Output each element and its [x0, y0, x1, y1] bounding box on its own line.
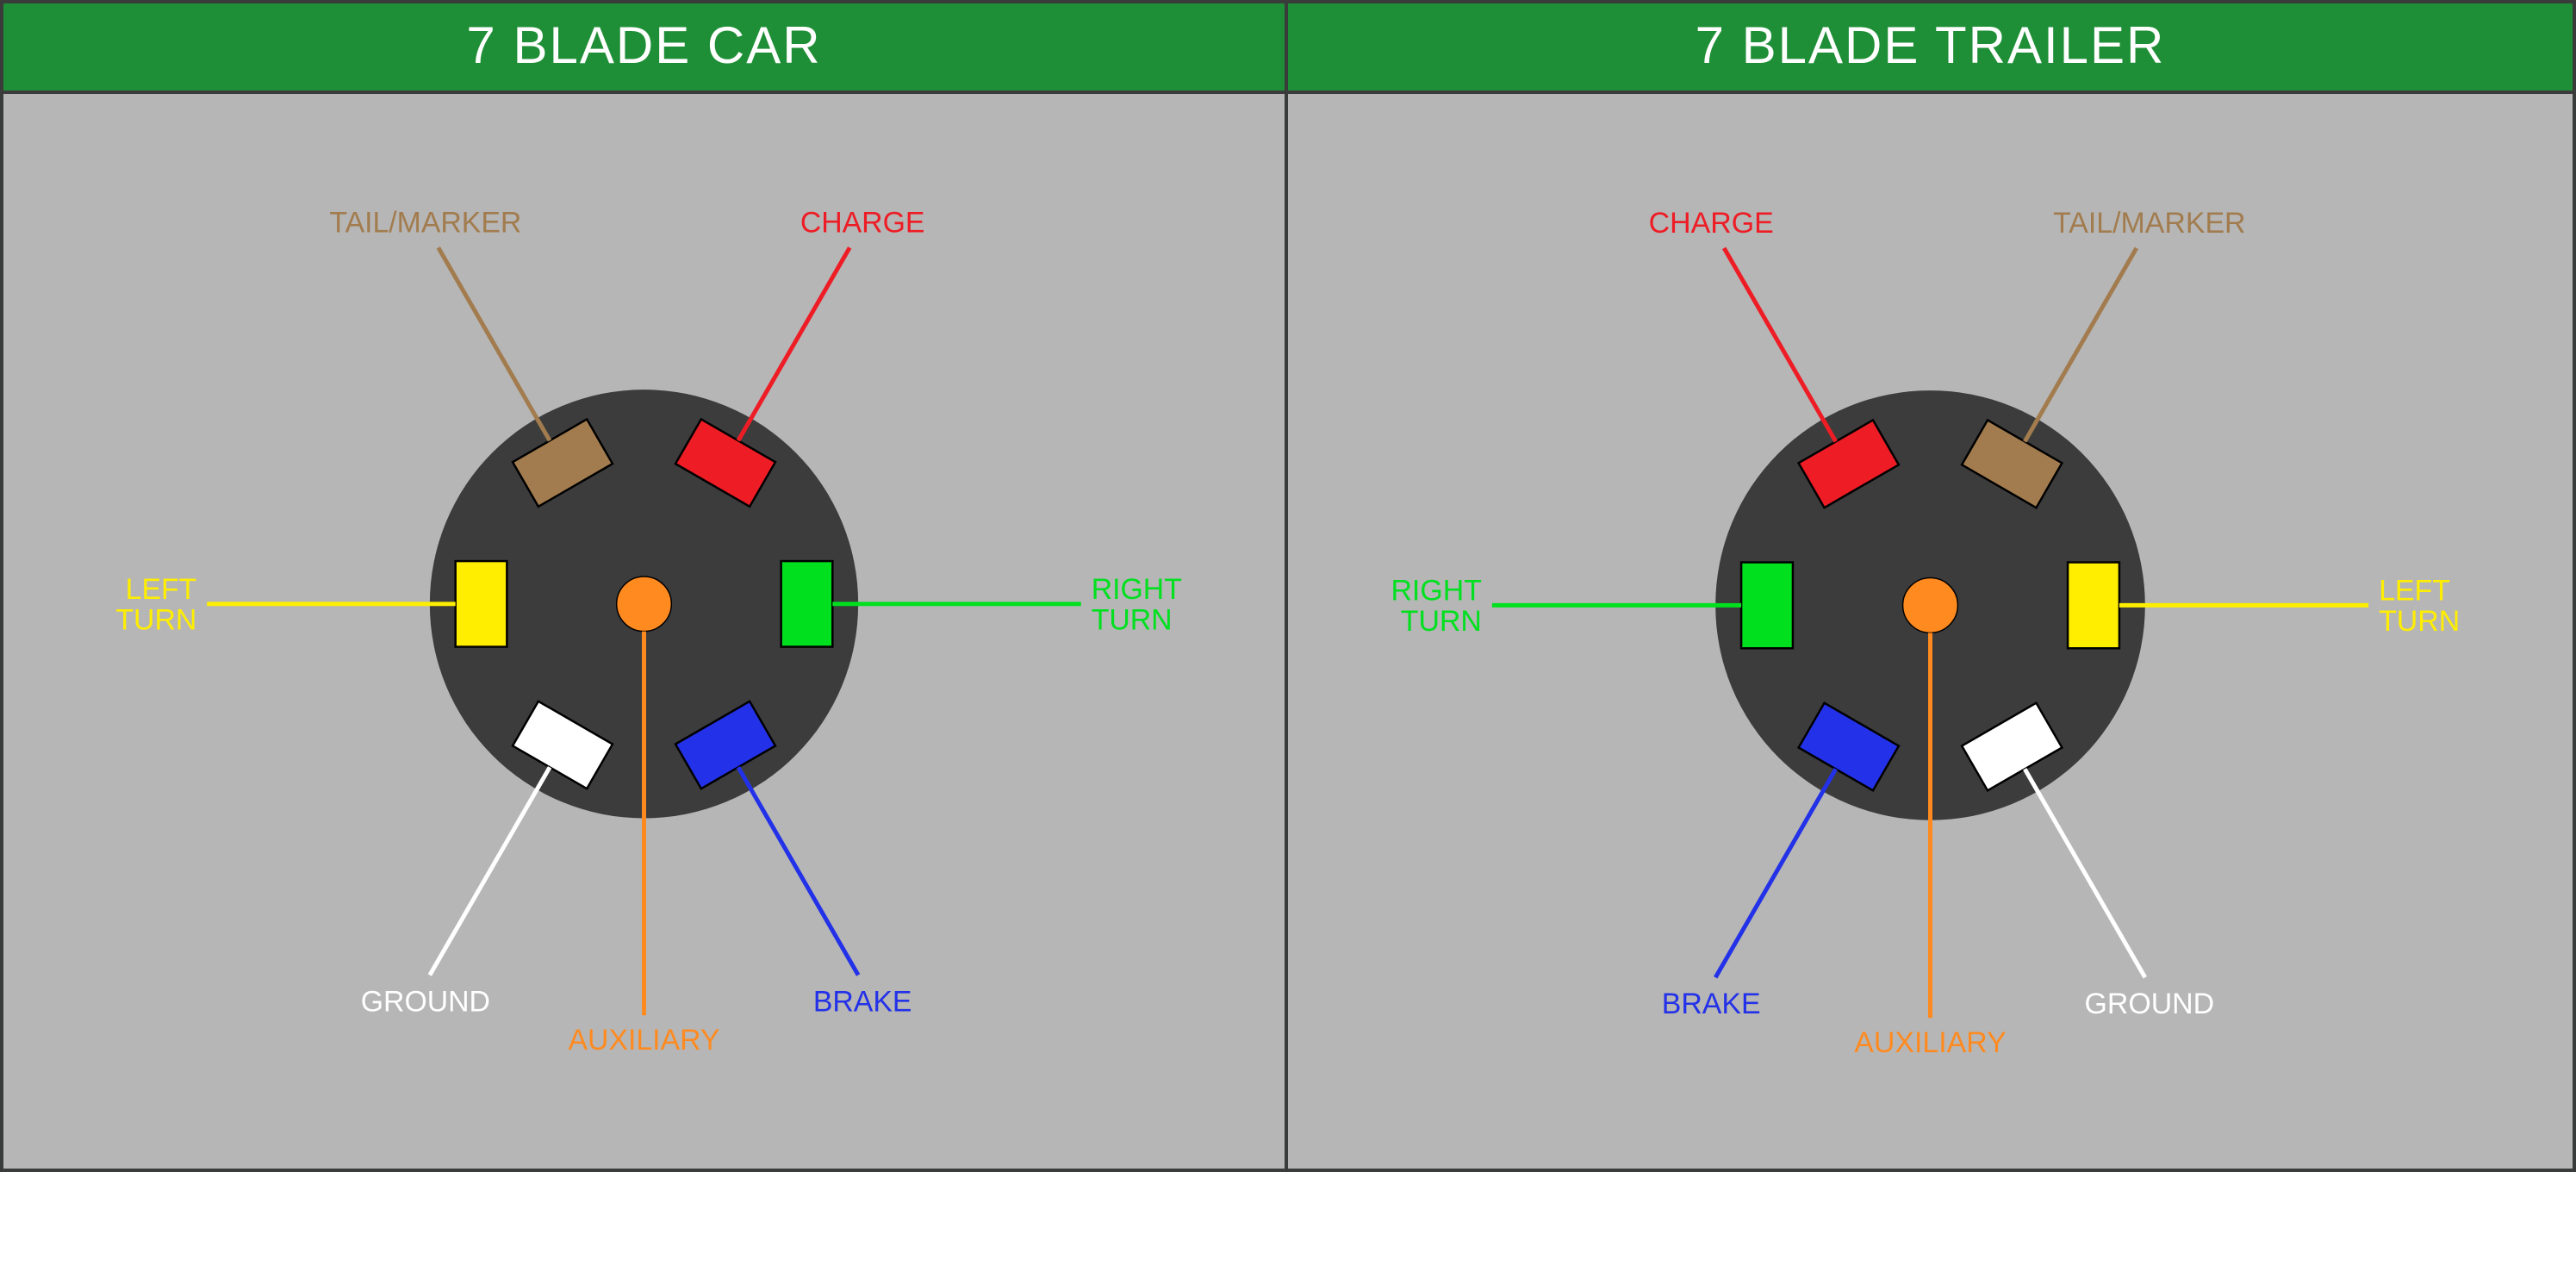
label-ground: GROUND [2085, 988, 2215, 1020]
connector-trailer: AUXILIARY TAIL/MARKER CHARGE RIGHTTURN BRAKE… [1288, 94, 2573, 1169]
connector-car: AUXILIARY TAIL/MARKER CHARGE RIGHTTURN BRAKE… [3, 94, 1285, 1165]
label-right_turn: RIGHTTURN [1092, 573, 1182, 637]
label-auxiliary: AUXILIARY [569, 1024, 720, 1057]
blade-right_turn [781, 561, 833, 646]
label-auxiliary: AUXILIARY [1854, 1026, 2006, 1059]
label-brake: BRAKE [1662, 988, 1761, 1020]
label-ground: GROUND [361, 985, 490, 1018]
blade-left_turn [2068, 563, 2119, 649]
panel-car: 7 BLADE CAR AUXILIARY TAIL/MARKER CHARGE RIG… [0, 0, 1288, 1172]
label-left_turn: LEFTTURN [2379, 574, 2460, 638]
header-car: 7 BLADE CAR [3, 3, 1285, 94]
label-charge: CHARGE [1649, 207, 1774, 240]
label-brake: BRAKE [813, 985, 912, 1018]
label-tail_marker: TAIL/MARKER [2053, 207, 2245, 240]
blade-left_turn [456, 561, 507, 646]
panel-trailer: 7 BLADE TRAILER AUXILIARY TAIL/MARKER CHARG… [1288, 0, 2576, 1172]
label-charge: CHARGE [800, 206, 925, 239]
blade-right_turn [1741, 563, 1793, 649]
label-right_turn: RIGHTTURN [1391, 574, 1481, 638]
label-left_turn: LEFTTURN [115, 573, 196, 637]
header-trailer: 7 BLADE TRAILER [1288, 3, 2573, 94]
label-tail_marker: TAIL/MARKER [329, 206, 521, 239]
